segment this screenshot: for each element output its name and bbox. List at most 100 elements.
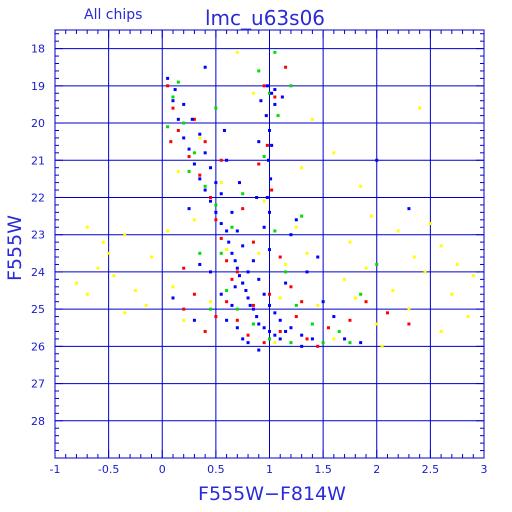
data-point bbox=[209, 199, 213, 203]
data-point bbox=[246, 333, 250, 337]
data-point bbox=[257, 251, 261, 255]
data-point bbox=[171, 296, 175, 300]
x-tick-label: 1 bbox=[266, 463, 273, 476]
data-point bbox=[241, 244, 245, 248]
y-tick-label: 21 bbox=[31, 154, 45, 167]
x-tick-labels: -1 -0.5 0 0.5 1 1.5 2 2.5 3 bbox=[50, 463, 488, 476]
data-point bbox=[144, 303, 148, 307]
data-point bbox=[300, 214, 304, 218]
data-point bbox=[225, 158, 229, 162]
y-tick-labels: 18 19 20 21 22 23 24 25 26 27 28 bbox=[31, 43, 45, 428]
data-point bbox=[251, 91, 255, 95]
data-point bbox=[276, 114, 280, 118]
data-point bbox=[337, 329, 341, 333]
data-point bbox=[209, 166, 213, 170]
data-point bbox=[259, 99, 263, 103]
data-point bbox=[182, 136, 186, 140]
data-point bbox=[326, 326, 330, 330]
data-point bbox=[171, 95, 175, 99]
data-point bbox=[107, 251, 111, 255]
data-point bbox=[176, 128, 180, 132]
data-point bbox=[251, 259, 255, 263]
data-point bbox=[246, 270, 250, 274]
data-point bbox=[268, 337, 271, 341]
data-point bbox=[74, 281, 78, 285]
data-point bbox=[171, 99, 175, 103]
data-point bbox=[262, 199, 266, 203]
data-point bbox=[294, 218, 298, 222]
data-point bbox=[133, 289, 137, 293]
data-point bbox=[466, 315, 470, 319]
data-point bbox=[219, 222, 223, 226]
data-point bbox=[262, 155, 266, 159]
data-point bbox=[235, 229, 239, 233]
data-point bbox=[364, 300, 368, 304]
data-point bbox=[273, 333, 277, 337]
data-point bbox=[262, 292, 266, 296]
data-point bbox=[230, 303, 234, 307]
data-point bbox=[198, 173, 202, 177]
data-point bbox=[198, 262, 202, 266]
data-point bbox=[268, 210, 271, 214]
data-point bbox=[343, 337, 347, 341]
data-point bbox=[364, 266, 368, 270]
data-point bbox=[278, 255, 282, 259]
data-point bbox=[192, 318, 196, 322]
data-point bbox=[101, 240, 105, 244]
data-point bbox=[187, 169, 191, 173]
data-point bbox=[203, 65, 207, 69]
data-point bbox=[209, 300, 213, 304]
data-point bbox=[375, 158, 379, 162]
y-tick-label: 18 bbox=[31, 43, 45, 56]
x-tick-label: -1 bbox=[50, 463, 61, 476]
data-point bbox=[316, 344, 320, 348]
y-tick-label: 22 bbox=[31, 191, 45, 204]
data-point bbox=[187, 207, 191, 211]
x-axis-label: F555W−F814W bbox=[198, 483, 346, 505]
data-point bbox=[112, 274, 116, 278]
data-point bbox=[85, 225, 89, 229]
chart-subtitle: All chips bbox=[84, 7, 142, 23]
data-point bbox=[123, 233, 127, 237]
data-point bbox=[300, 333, 304, 337]
data-point bbox=[246, 296, 250, 300]
data-point bbox=[187, 147, 191, 151]
data-point bbox=[235, 307, 239, 311]
data-point bbox=[268, 128, 271, 132]
data-point bbox=[244, 289, 248, 293]
data-point bbox=[284, 65, 288, 69]
data-point bbox=[225, 289, 229, 293]
data-point bbox=[225, 318, 229, 322]
data-point bbox=[273, 88, 277, 92]
data-point bbox=[237, 181, 241, 185]
data-point bbox=[407, 207, 411, 211]
data-point bbox=[423, 270, 427, 274]
data-point bbox=[225, 248, 229, 252]
y-tick-label: 24 bbox=[31, 266, 45, 279]
data-point bbox=[225, 300, 229, 304]
data-point bbox=[169, 140, 173, 144]
data-point bbox=[359, 292, 363, 296]
data-point bbox=[230, 277, 234, 281]
data-point bbox=[222, 128, 226, 132]
data-point bbox=[305, 251, 309, 255]
data-point bbox=[353, 296, 357, 300]
data-point bbox=[294, 315, 298, 319]
data-point bbox=[359, 184, 363, 188]
data-point bbox=[332, 315, 336, 319]
data-point bbox=[182, 266, 186, 270]
data-point bbox=[268, 329, 271, 333]
data-point bbox=[171, 106, 175, 110]
data-point bbox=[300, 166, 304, 170]
data-point bbox=[214, 203, 218, 207]
y-tick-label: 25 bbox=[31, 303, 45, 316]
data-point bbox=[192, 151, 196, 155]
data-point bbox=[300, 344, 304, 348]
data-point bbox=[300, 300, 304, 304]
data-point bbox=[348, 318, 352, 322]
data-point bbox=[418, 106, 422, 110]
chart-title: lmc_u63s06 bbox=[205, 6, 325, 30]
data-point bbox=[237, 274, 241, 278]
tick-marks bbox=[54, 30, 485, 459]
